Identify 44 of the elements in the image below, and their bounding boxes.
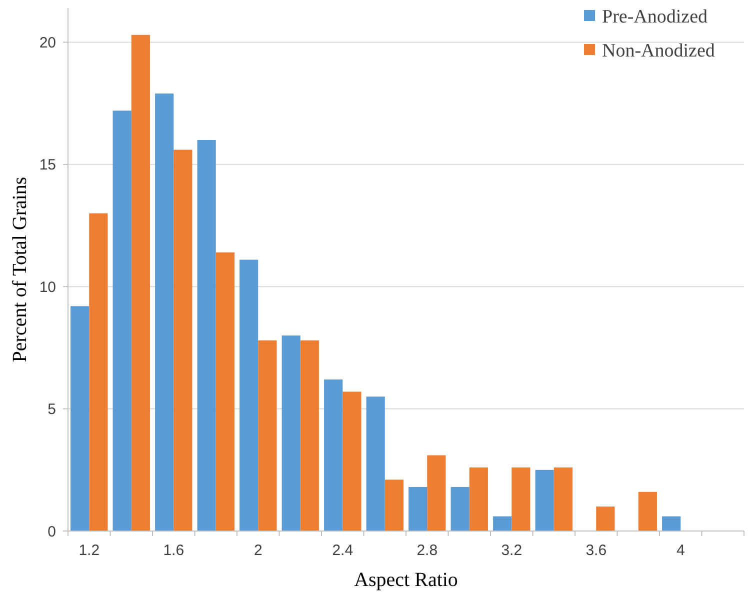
bar bbox=[512, 467, 530, 531]
bar bbox=[366, 396, 385, 531]
bar bbox=[662, 516, 681, 531]
bar bbox=[197, 140, 216, 531]
legend-label: Pre-Anodized bbox=[602, 6, 708, 28]
bar bbox=[493, 516, 512, 531]
bar bbox=[282, 335, 300, 531]
x-axis-title: Aspect Ratio bbox=[354, 569, 458, 591]
bar bbox=[155, 94, 174, 531]
bar bbox=[427, 455, 446, 531]
x-tick-label: 3.6 bbox=[586, 542, 607, 559]
x-tick-label: 2 bbox=[254, 542, 262, 559]
bar bbox=[450, 487, 470, 531]
x-tick-label: 2.4 bbox=[332, 542, 354, 559]
bar bbox=[324, 379, 343, 531]
bar bbox=[408, 487, 428, 531]
bar bbox=[174, 150, 192, 531]
bar bbox=[70, 306, 90, 531]
bar bbox=[469, 467, 488, 531]
x-tick-label: 1.6 bbox=[163, 542, 184, 559]
bar bbox=[554, 467, 572, 531]
bar bbox=[596, 506, 615, 531]
bar bbox=[535, 470, 554, 531]
bar bbox=[638, 492, 657, 531]
bar bbox=[300, 340, 319, 531]
y-axis-title: Percent of Total Grains bbox=[9, 176, 31, 362]
y-tick-label: 15 bbox=[39, 156, 56, 174]
x-tick-label: 1.2 bbox=[78, 542, 100, 559]
bar bbox=[216, 252, 234, 531]
bar bbox=[342, 392, 362, 531]
bar bbox=[384, 480, 404, 531]
y-tick-label: 10 bbox=[39, 278, 56, 296]
bar bbox=[89, 213, 108, 531]
x-tick-label: 2.8 bbox=[416, 542, 438, 559]
bar bbox=[112, 110, 132, 531]
bar bbox=[258, 340, 277, 531]
y-tick-label: 0 bbox=[48, 523, 56, 540]
x-tick-label: 4 bbox=[676, 542, 685, 559]
legend-label: Non-Anodized bbox=[602, 40, 716, 62]
y-tick-label: 5 bbox=[48, 401, 56, 418]
bar bbox=[240, 260, 258, 531]
y-tick-label: 20 bbox=[39, 34, 56, 52]
x-tick-label: 3.2 bbox=[501, 542, 522, 559]
bar bbox=[131, 34, 150, 531]
